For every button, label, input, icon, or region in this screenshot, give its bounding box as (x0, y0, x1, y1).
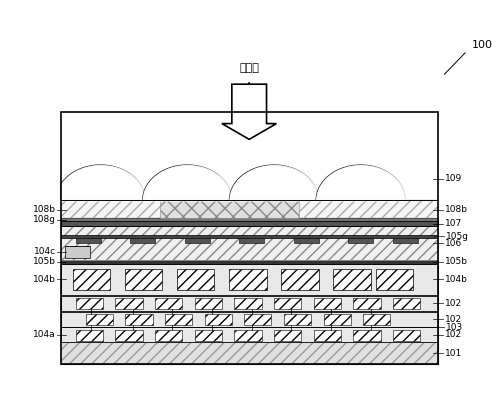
Text: 102: 102 (445, 315, 462, 324)
Text: 入射光: 入射光 (240, 64, 259, 73)
Text: 101: 101 (445, 349, 462, 358)
Text: 104b: 104b (445, 275, 468, 284)
Text: 103: 103 (446, 323, 463, 332)
Bar (204, 314, 232, 325)
Bar (165, 314, 192, 325)
Bar (234, 330, 262, 341)
Text: 104c: 104c (34, 247, 56, 256)
Bar (61, 235, 438, 238)
Bar (178, 269, 214, 290)
Bar (61, 342, 438, 364)
Text: 105g: 105g (446, 232, 469, 241)
Text: 109: 109 (445, 174, 462, 183)
Bar (354, 298, 380, 309)
Bar (116, 330, 142, 341)
Bar (314, 330, 341, 341)
FancyArrow shape (222, 84, 276, 139)
Bar (61, 200, 438, 218)
Bar (274, 298, 301, 309)
Text: 108g: 108g (33, 215, 56, 224)
Bar (274, 330, 301, 341)
Text: 102: 102 (445, 330, 462, 339)
Bar (393, 238, 417, 243)
Bar (126, 314, 152, 325)
Bar (61, 296, 438, 311)
Bar (61, 112, 438, 364)
Text: 106: 106 (445, 239, 462, 248)
Bar (126, 269, 162, 290)
Bar (354, 330, 380, 341)
Text: 105b: 105b (445, 258, 468, 266)
Text: 104a: 104a (34, 330, 56, 339)
Text: 108b: 108b (445, 205, 468, 214)
Bar (61, 218, 438, 222)
Bar (234, 298, 262, 309)
Bar (86, 314, 113, 325)
Bar (324, 314, 351, 325)
Bar (334, 269, 370, 290)
Bar (282, 269, 319, 290)
Bar (314, 298, 341, 309)
Text: 108b: 108b (33, 205, 56, 214)
Bar (61, 260, 438, 264)
Bar (155, 330, 182, 341)
Bar (61, 222, 438, 226)
Bar (130, 238, 155, 243)
Bar (294, 238, 318, 243)
Bar (155, 298, 182, 309)
Bar (76, 298, 103, 309)
Bar (393, 298, 420, 309)
Bar (116, 298, 142, 309)
Bar (194, 330, 222, 341)
Bar (61, 226, 438, 260)
Bar (61, 342, 438, 364)
Bar (65, 246, 90, 258)
Bar (76, 238, 100, 243)
Text: 107: 107 (445, 219, 462, 228)
Bar (363, 314, 390, 325)
Bar (376, 269, 412, 290)
Text: 100: 100 (472, 40, 493, 50)
Bar (240, 238, 264, 243)
Bar (160, 200, 298, 218)
Bar (61, 264, 438, 295)
Text: 102: 102 (445, 299, 462, 308)
Bar (185, 238, 210, 243)
Bar (230, 269, 266, 290)
Bar (393, 330, 420, 341)
Bar (284, 314, 311, 325)
Text: 104b: 104b (33, 275, 56, 284)
Bar (194, 298, 222, 309)
Bar (348, 238, 373, 243)
Bar (76, 330, 103, 341)
Text: 105b: 105b (33, 258, 56, 266)
Bar (244, 314, 272, 325)
Bar (61, 328, 438, 342)
Bar (74, 269, 110, 290)
Bar (61, 312, 438, 327)
